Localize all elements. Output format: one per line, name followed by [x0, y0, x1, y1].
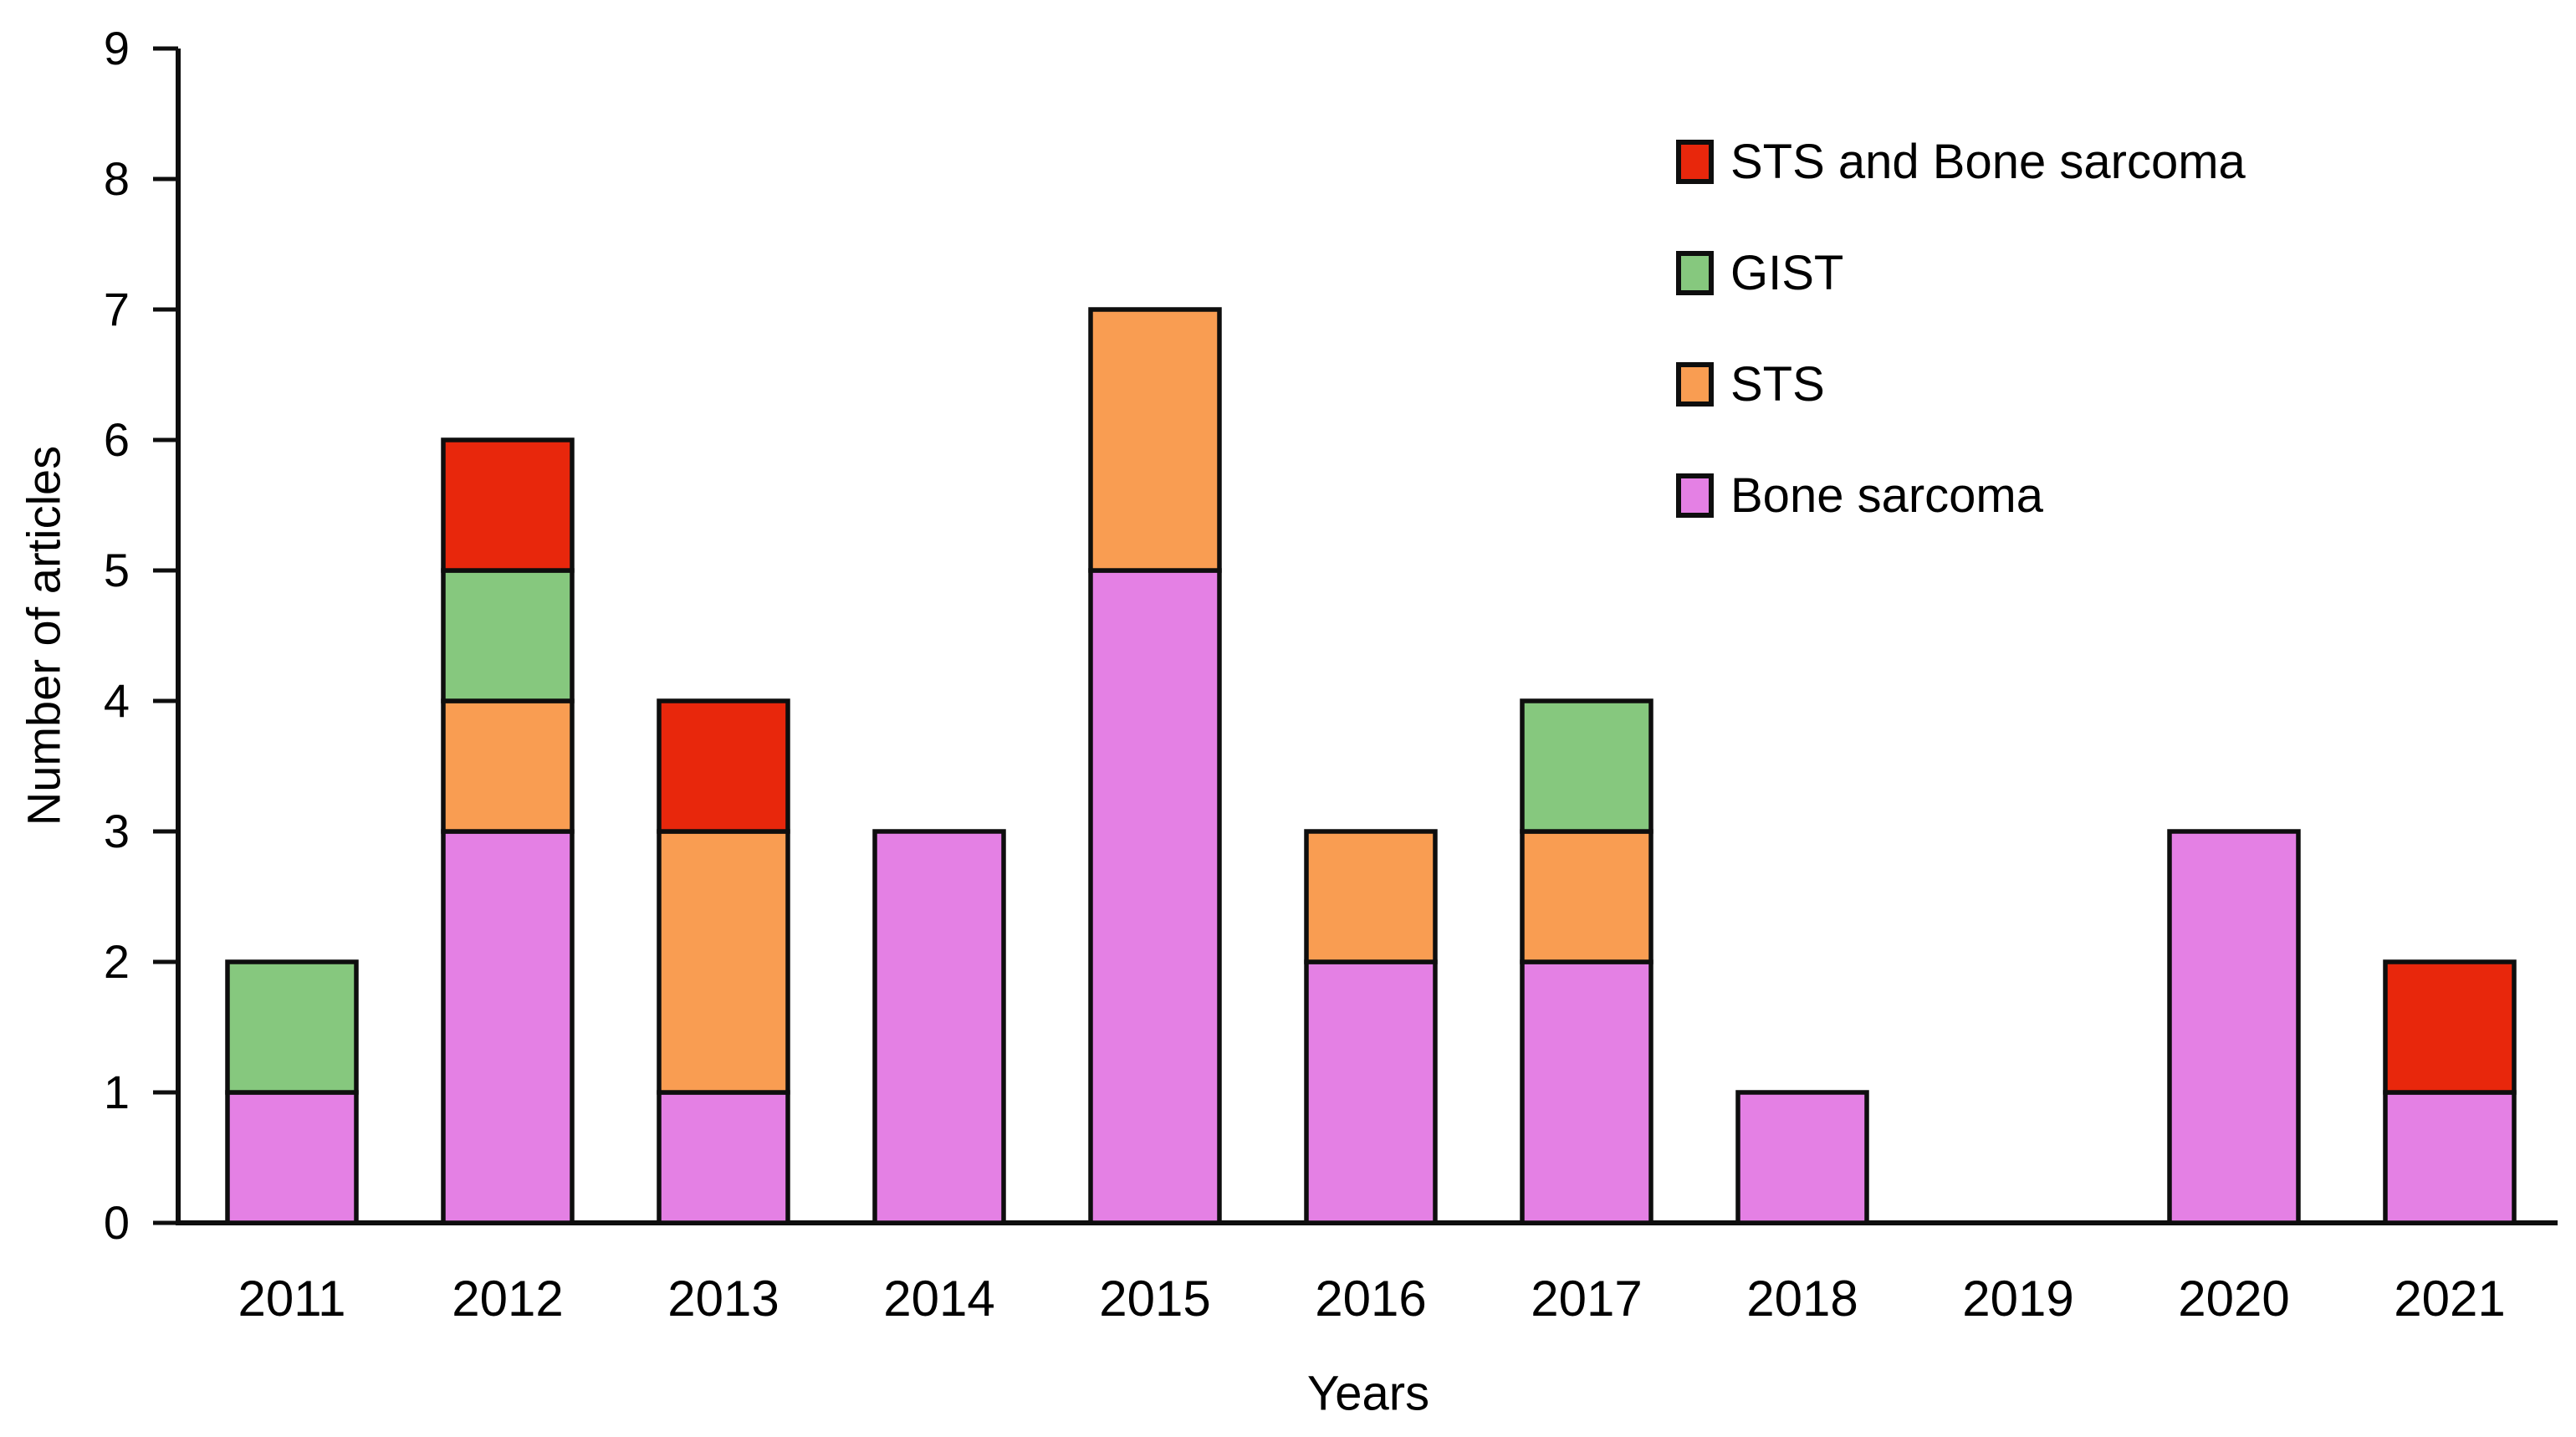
- bar-segment-sts-and-bone-sarcoma-2012: [441, 437, 575, 573]
- bar-segment-bone-sarcoma-2020: [2167, 829, 2301, 1225]
- legend-item: Bone sarcoma: [1676, 440, 2246, 551]
- legend-item: STS and Bone sarcoma: [1676, 106, 2246, 217]
- legend-swatch-icon: [1676, 473, 1714, 518]
- legend-label: STS and Bone sarcoma: [1730, 135, 2246, 189]
- bar-segment-sts-and-bone-sarcoma-2021: [2383, 959, 2517, 1095]
- legend-label: Bone sarcoma: [1730, 468, 2043, 523]
- bar-segment-sts-2012: [441, 698, 575, 834]
- x-tick-label: 2018: [1746, 1271, 1858, 1327]
- x-tick-label: 2019: [1962, 1271, 2074, 1327]
- legend-swatch-icon: [1676, 251, 1714, 295]
- legend-swatch-icon: [1676, 140, 1714, 184]
- y-tick-label: 0: [103, 1196, 130, 1249]
- bar-segment-bone-sarcoma-2013: [657, 1090, 790, 1225]
- bar-segment-sts-2016: [1304, 829, 1438, 964]
- legend: STS and Bone sarcoma GIST STS Bone sarcoma: [1676, 106, 2246, 551]
- bar-segment-gist-2012: [441, 568, 575, 703]
- legend-item: GIST: [1676, 217, 2246, 329]
- x-tick-label: 2016: [1315, 1271, 1427, 1327]
- bar-segment-bone-sarcoma-2016: [1304, 959, 1438, 1225]
- x-tick-label: 2011: [238, 1271, 346, 1327]
- legend-label: GIST: [1730, 246, 1844, 300]
- bar-segment-bone-sarcoma-2012: [441, 829, 575, 1225]
- bar-segment-bone-sarcoma-2014: [872, 829, 1006, 1225]
- bar-segment-sts-and-bone-sarcoma-2013: [657, 698, 790, 834]
- legend-swatch-icon: [1676, 362, 1714, 407]
- y-tick-label: 3: [103, 805, 130, 857]
- bar-segment-sts-2015: [1088, 307, 1222, 573]
- y-tick-label: 5: [103, 544, 130, 596]
- bar-segment-bone-sarcoma-2015: [1088, 568, 1222, 1225]
- bar-segment-sts-2013: [657, 829, 790, 1095]
- x-tick-label: 2013: [667, 1271, 779, 1327]
- bar-segment-bone-sarcoma-2011: [225, 1090, 359, 1225]
- y-tick-label: 7: [103, 283, 130, 335]
- bar-segment-bone-sarcoma-2021: [2383, 1090, 2517, 1225]
- y-tick-label: 1: [103, 1066, 130, 1118]
- x-axis-title: Years: [1306, 1366, 1430, 1421]
- legend-label: STS: [1730, 357, 1825, 412]
- bar-segment-gist-2011: [225, 959, 359, 1095]
- y-tick-label: 2: [103, 935, 130, 988]
- y-tick-label: 4: [103, 674, 130, 727]
- bar-segment-bone-sarcoma-2017: [1520, 959, 1653, 1225]
- y-tick-label: 9: [103, 22, 130, 74]
- y-tick-label: 6: [103, 413, 130, 466]
- bar-segment-gist-2017: [1520, 698, 1653, 834]
- bar-segment-sts-2017: [1520, 829, 1653, 964]
- y-tick-label: 8: [103, 152, 130, 205]
- y-axis-title: Number of articles: [17, 445, 70, 826]
- x-tick-label: 2020: [2178, 1271, 2290, 1327]
- x-tick-label: 2021: [2394, 1271, 2506, 1327]
- x-tick-label: 2012: [452, 1271, 564, 1327]
- x-tick-label: 2015: [1099, 1271, 1211, 1327]
- x-tick-label: 2017: [1531, 1271, 1643, 1327]
- legend-item: STS: [1676, 329, 2246, 440]
- x-tick-label: 2014: [883, 1271, 995, 1327]
- bar-segment-bone-sarcoma-2018: [1735, 1090, 1869, 1225]
